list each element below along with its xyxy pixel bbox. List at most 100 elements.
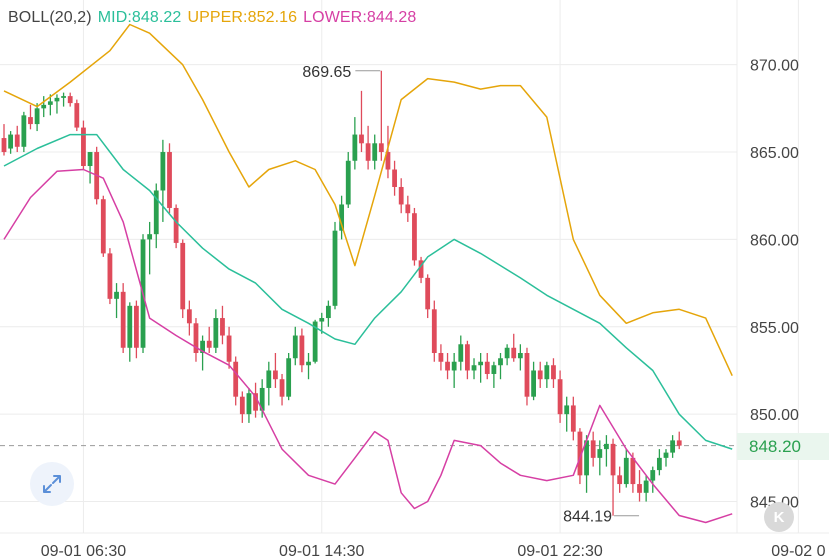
candle-body [345,160,351,205]
candle-body [47,101,53,105]
candle [623,449,629,488]
candle-body [332,230,338,306]
candle [524,347,530,406]
candle-body [28,117,33,125]
candle [656,449,662,476]
candle [372,134,378,170]
candle-body [147,234,153,240]
candle-body [412,213,417,261]
candle-body [220,318,225,336]
candle [663,449,669,467]
candle-body [74,103,80,128]
candle [14,125,20,153]
candle-body [206,340,212,348]
candle [352,117,358,170]
candle-body [484,361,490,374]
candle [504,344,510,366]
candle-body [405,204,411,214]
candle-body [1,138,7,153]
candle [544,361,550,388]
candle [332,221,338,310]
candle-body [306,361,311,366]
candle-body [273,370,278,380]
candle-body [663,452,669,458]
candle-body [597,449,603,458]
candle [478,353,484,383]
high-price-label: 869.65 [302,64,351,81]
candle [465,340,470,380]
candle [597,440,603,476]
candle-body [339,204,345,231]
candle [385,125,391,179]
candle [61,92,66,107]
candle [120,283,126,354]
candle-body [524,353,530,397]
candle-body [385,152,391,170]
candle [418,256,424,284]
candle-body [286,358,292,397]
k-icon: K [773,508,785,526]
candle [325,300,331,327]
y-tick-label: 855.00 [750,320,799,337]
candle-body [100,199,106,254]
candle [253,382,258,418]
candle [279,373,285,406]
candle [610,438,616,516]
candle [306,353,311,380]
candle [604,435,609,467]
candle-body [544,365,550,380]
candle [359,90,364,153]
candle [471,358,477,380]
candle-body [279,379,285,397]
candle [180,239,186,319]
legend-upper: UPPER:852.16 [187,9,298,26]
candle [637,470,642,502]
candle-body [34,108,40,125]
candle-body [425,277,431,310]
grid-lines [0,0,829,534]
candle-body [465,344,470,371]
candle [517,344,523,371]
candle [226,326,232,369]
candle-body [41,104,47,109]
expand-arrows-icon [43,475,61,493]
candle-body [630,457,636,485]
candle-body [584,440,589,476]
candle [412,207,417,266]
candle [491,361,497,388]
candle-body [650,470,656,481]
candle-body [617,475,623,485]
candle [670,435,676,458]
candle [81,120,86,170]
candle-body [14,134,20,147]
candle-body [458,344,464,362]
fullscreen-button[interactable] [30,462,74,506]
candle [213,309,219,354]
candle-body [173,207,179,243]
x-axis-ticks: 09-01 06:30 09-01 14:30 09-01 22:30 09-02 0 [41,543,826,560]
candle [431,300,437,362]
candle [233,356,239,406]
candle-body [643,480,649,493]
candle-body [266,370,272,388]
candle [47,94,53,116]
kline-button[interactable]: K [764,502,794,532]
annotations: 869.65 844.19 [302,64,640,526]
candle-body [431,309,437,354]
candle [425,274,431,319]
candle-body [352,134,358,161]
candle [299,328,305,373]
candle [643,475,649,502]
candle-body [87,152,93,167]
candle-body [160,152,166,191]
x-tick-label: 09-01 14:30 [279,543,365,560]
candle [8,131,14,154]
candle [266,361,272,406]
candle-body [134,305,139,348]
candle-body [564,405,570,415]
candle-body [325,305,331,319]
candle [107,248,113,305]
candle [74,99,80,132]
candle [537,361,543,388]
